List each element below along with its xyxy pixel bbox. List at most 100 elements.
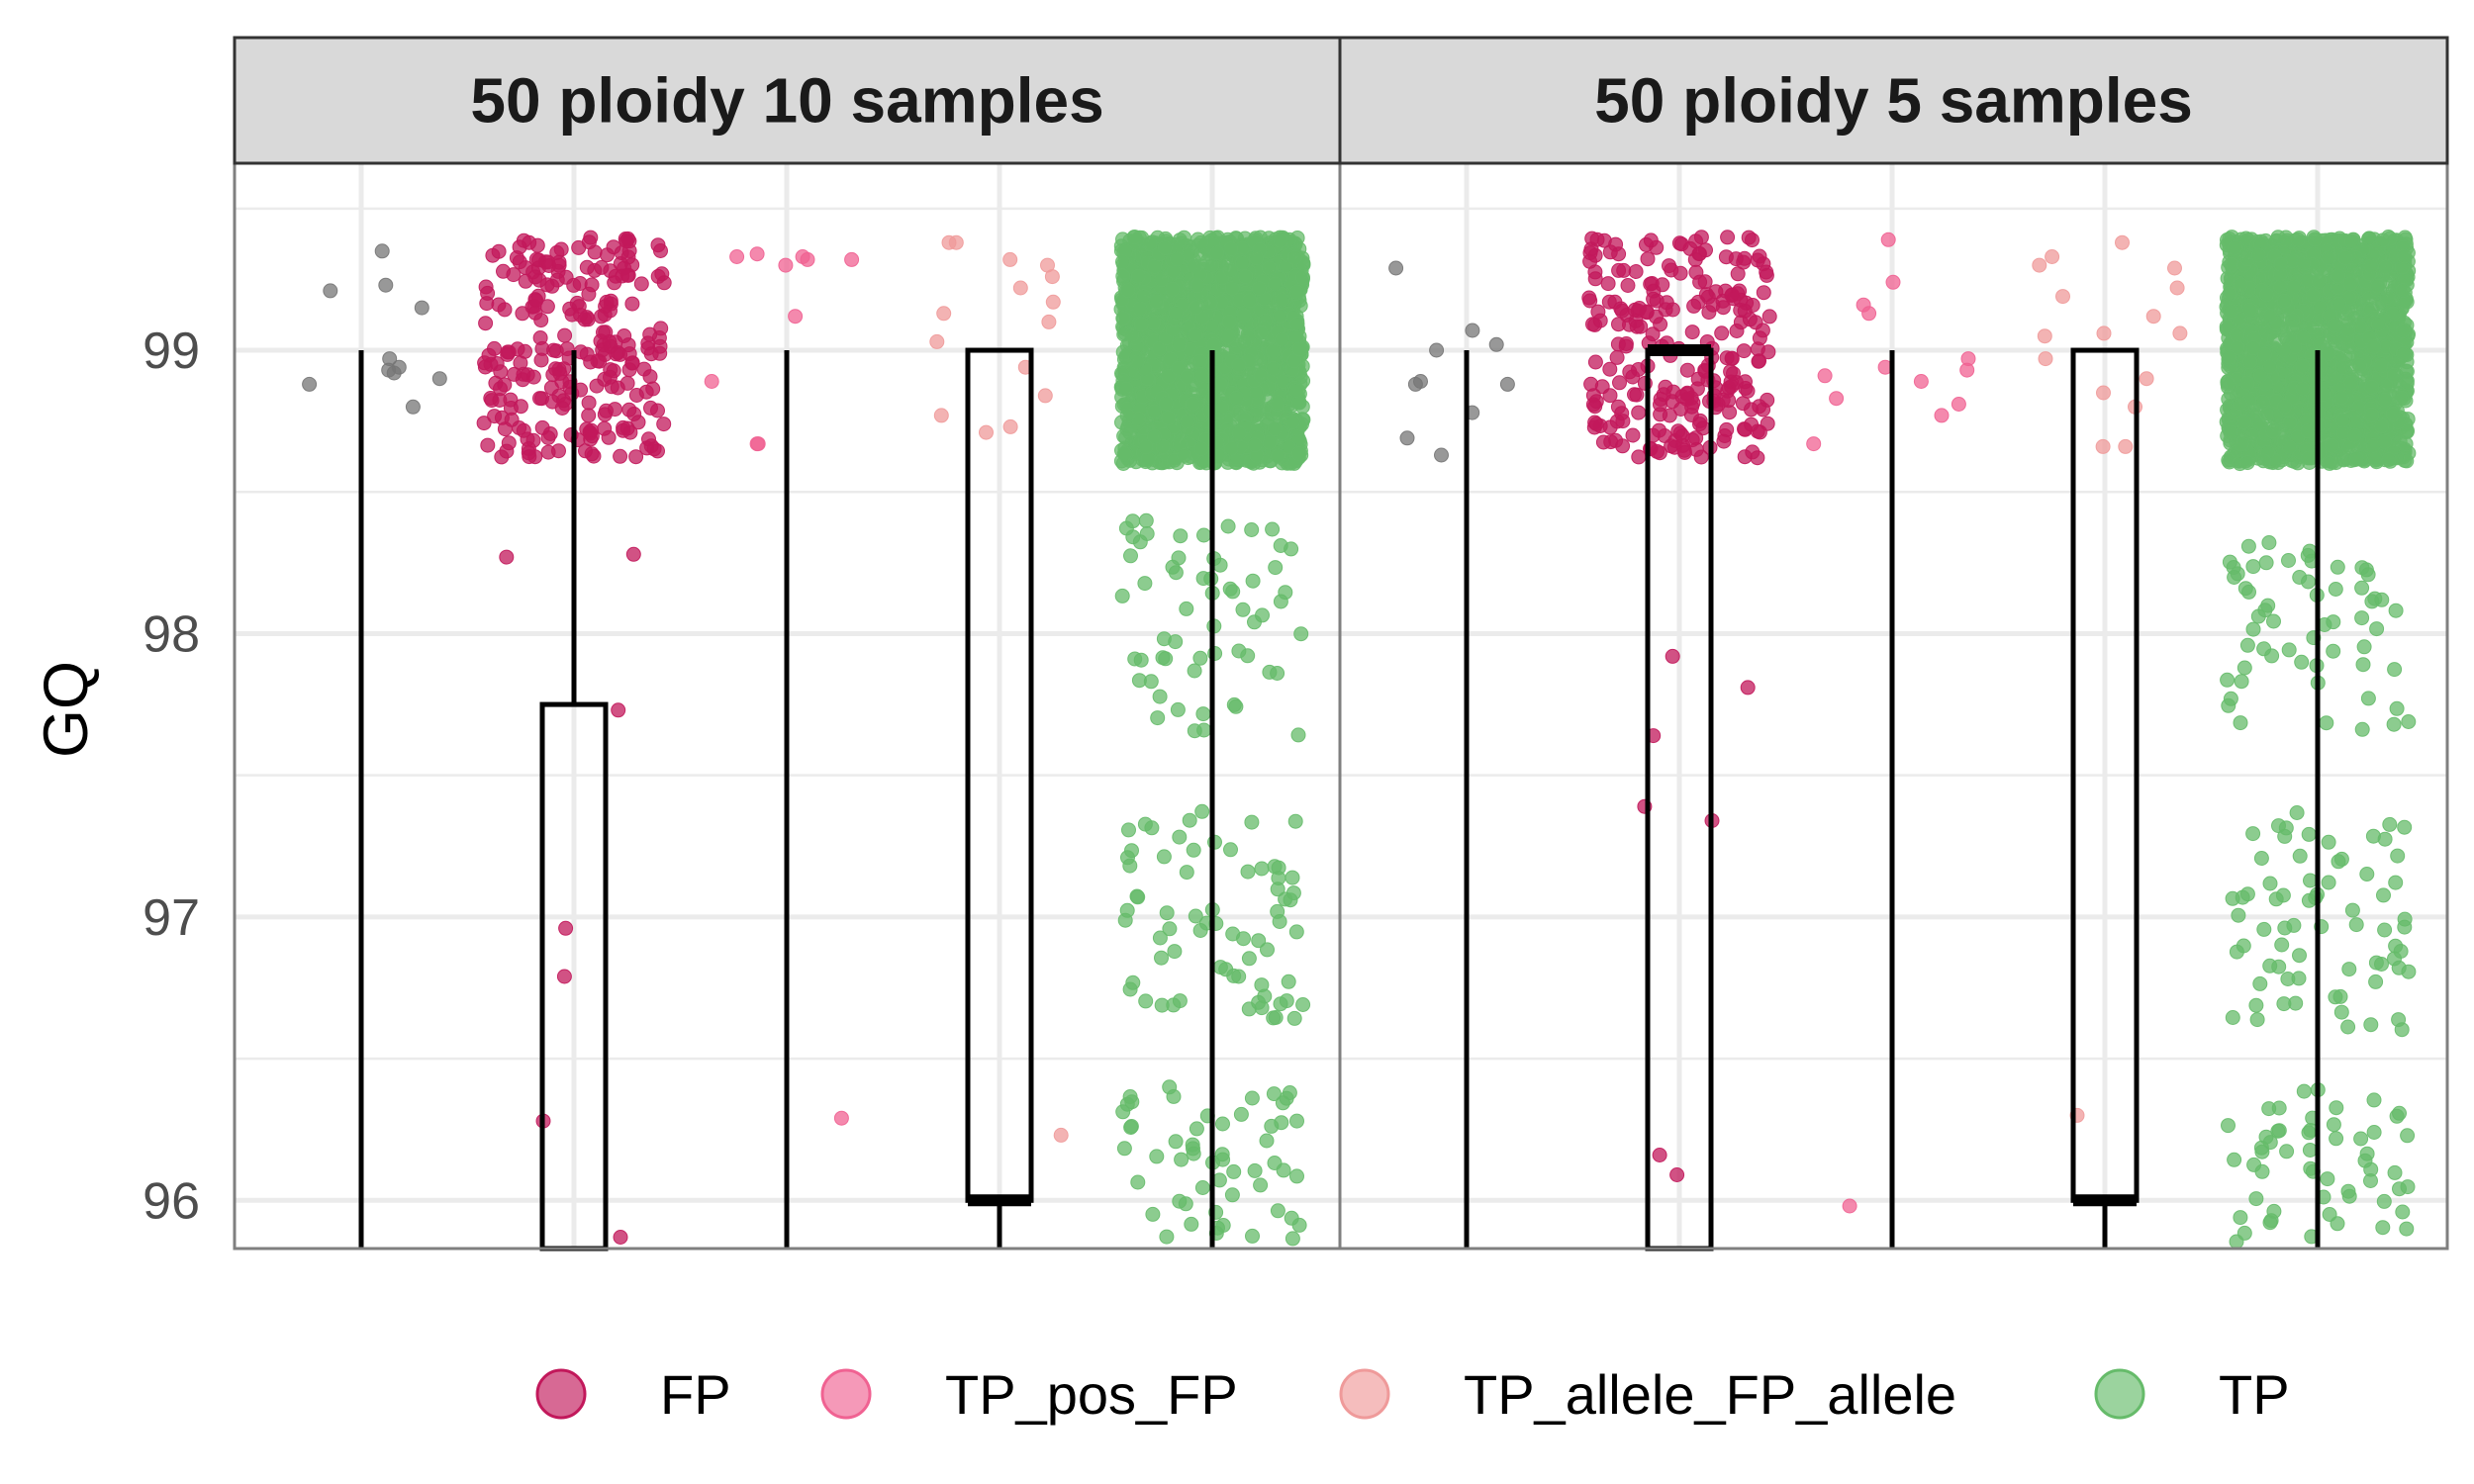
data-point (1115, 254, 1130, 270)
data-point (1286, 249, 1302, 265)
data-point (1760, 344, 1776, 360)
data-point (1225, 926, 1241, 942)
data-point (2359, 867, 2375, 881)
data-point (2321, 250, 2336, 266)
data-point (1127, 651, 1143, 667)
data-point (1221, 314, 1237, 329)
data-point (2295, 358, 2311, 374)
data-point (2302, 543, 2318, 559)
data-point (1284, 1210, 1299, 1226)
data-point (2233, 715, 2248, 731)
data-point (492, 393, 508, 408)
data-point (1152, 340, 1168, 356)
data-point (1600, 276, 1616, 292)
data-point (2256, 641, 2272, 657)
data-point (1615, 438, 1631, 454)
data-point (1281, 974, 1296, 989)
data-point (2231, 907, 2246, 923)
data-point (546, 342, 561, 358)
data-point (2167, 260, 2182, 276)
data-point (1653, 407, 1668, 422)
data-point (1133, 317, 1149, 332)
data-point (2038, 351, 2053, 367)
data-point (628, 449, 644, 465)
points-layer (1388, 230, 2417, 1250)
data-point (2230, 327, 2245, 343)
data-point (704, 374, 719, 389)
data-point (532, 391, 547, 407)
data-point (2220, 672, 2236, 688)
data-point (1465, 323, 1480, 338)
data-point (556, 969, 572, 984)
data-point (2169, 280, 2185, 296)
data-point (1231, 357, 1247, 373)
data-point (1752, 399, 1767, 415)
data-point (2273, 256, 2289, 272)
data-point (2253, 851, 2269, 866)
data-point (1154, 272, 1170, 288)
data-point (2032, 257, 2047, 273)
data-point (2172, 325, 2188, 341)
data-point (1189, 278, 1205, 294)
data-point (1913, 374, 1929, 389)
data-point (2055, 289, 2070, 305)
data-point (2266, 332, 2282, 348)
facet-strip-title: 50 ploidy 10 samples (470, 65, 1103, 137)
data-point (1737, 303, 1753, 319)
data-point (1226, 1163, 1242, 1179)
data-point (1287, 813, 1303, 829)
data-point (499, 549, 515, 565)
data-point (1124, 326, 1140, 342)
data-point (2373, 358, 2389, 374)
data-point (556, 393, 571, 409)
data-point (1488, 336, 1504, 352)
data-point (1159, 905, 1175, 921)
data-point (2282, 416, 2298, 431)
data-point (1180, 414, 1195, 429)
data-point (1116, 1141, 1132, 1157)
data-point (1413, 374, 1428, 389)
data-point (1720, 383, 1736, 399)
data-point (1286, 1010, 1302, 1026)
data-point (1499, 376, 1515, 392)
data-point (1117, 912, 1133, 928)
data-point (1204, 258, 1220, 273)
data-point (1192, 234, 1208, 250)
data-point (1247, 437, 1263, 453)
data-point (1242, 293, 1258, 309)
data-point (374, 243, 390, 259)
data-point (1223, 842, 1238, 858)
data-point (2397, 248, 2413, 264)
data-point (1751, 353, 1766, 369)
data-point (2346, 427, 2362, 443)
data-point (1220, 518, 1236, 534)
data-point (642, 326, 658, 342)
data-point (2368, 955, 2384, 971)
data-point (1714, 325, 1730, 341)
data-point (581, 286, 597, 302)
data-point (1162, 1079, 1178, 1095)
data-point (2220, 376, 2236, 392)
data-point (2220, 270, 2236, 286)
data-point (1253, 368, 1269, 384)
data-point (2234, 674, 2249, 690)
data-point (606, 363, 621, 379)
data-point (1829, 391, 1845, 407)
data-point (1247, 1162, 1263, 1178)
data-point (1223, 241, 1239, 257)
data-point (529, 237, 545, 253)
data-point (2377, 392, 2393, 408)
data-point (2037, 328, 2052, 344)
data-point (650, 268, 666, 284)
data-point (2378, 259, 2393, 275)
data-point (1267, 859, 1283, 875)
data-point (1254, 861, 1270, 877)
data-point (1959, 362, 1975, 378)
data-point (2295, 381, 2311, 397)
data-point (2322, 455, 2337, 471)
data-point (534, 419, 550, 435)
data-point (2289, 805, 2305, 820)
data-point (613, 448, 628, 464)
data-point (1285, 415, 1300, 430)
data-point (1171, 360, 1187, 376)
